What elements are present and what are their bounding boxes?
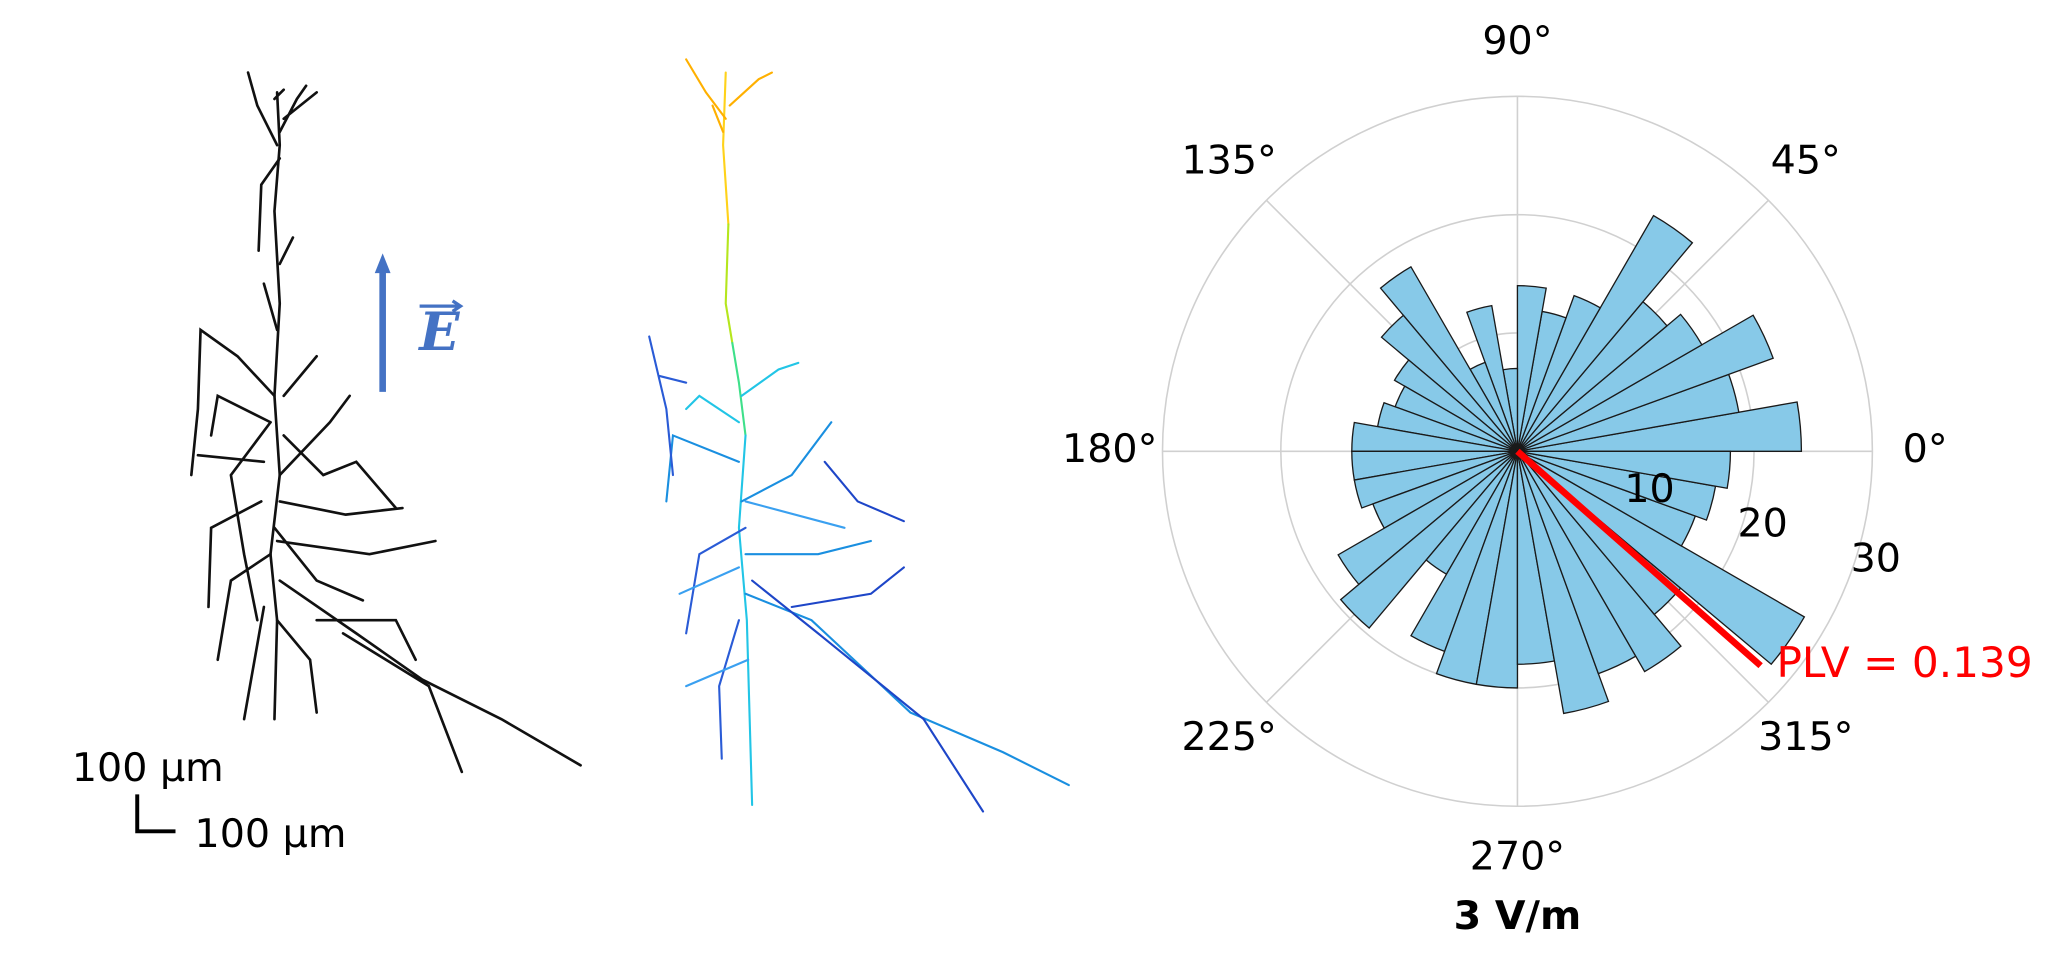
theta-tick-label: 90° (1482, 18, 1552, 64)
theta-tick-label: 0° (1903, 426, 1948, 472)
theta-tick-label: 180° (1062, 426, 1157, 472)
theta-tick-label: 225° (1181, 714, 1276, 760)
neuron-black (191, 73, 580, 772)
chart-title: 3 V/m (1454, 893, 1582, 939)
theta-tick-label: 315° (1758, 714, 1853, 760)
theta-tick-label: 135° (1181, 137, 1276, 183)
figure: E 100 µm 100 µm 0° 45° 90° 135° 180° 225° 270°… (0, 0, 2069, 956)
field-arrow-head (375, 253, 391, 273)
field-label: E (417, 301, 460, 363)
neuron-colored (649, 59, 1069, 811)
r-tick-label: 30 (1851, 535, 1901, 581)
theta-tick-label: 45° (1771, 137, 1841, 183)
r-tick-label: 10 (1624, 466, 1674, 512)
r-tick-label: 20 (1737, 501, 1787, 547)
scale-bar-label: 100 µm (195, 811, 347, 857)
scale-bar (137, 794, 175, 831)
page: {"figure":{"scale_bar_y":"100 µm","scale… (0, 0, 2069, 956)
theta-tick-label: 270° (1470, 834, 1565, 880)
plv-label: PLV = 0.139 (1776, 638, 2032, 687)
scale-bar-label: 100 µm (72, 745, 224, 791)
